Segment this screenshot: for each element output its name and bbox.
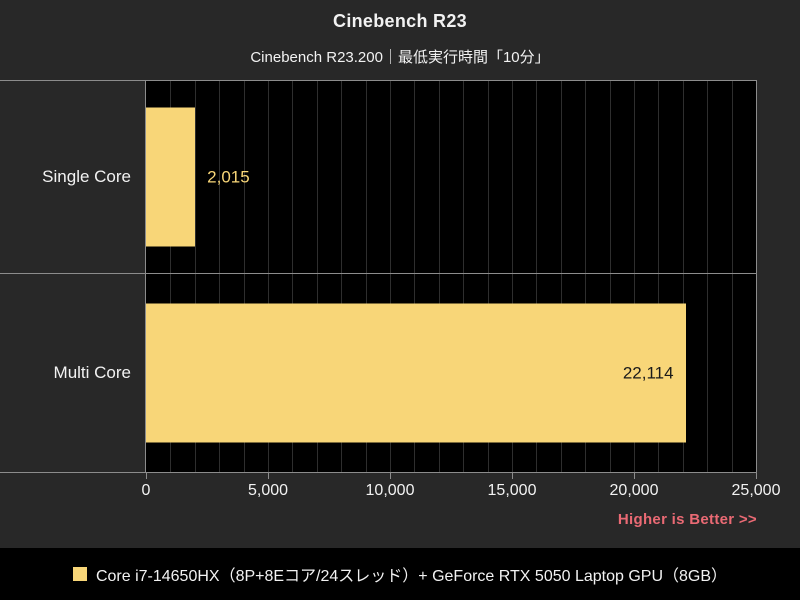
chart-subtitle: Cinebench R23.200｜最低実行時間「10分」	[250, 49, 550, 66]
higher-is-better-note: Higher is Better >>	[617, 511, 757, 528]
gridline	[219, 81, 221, 472]
x-axis-labels: 0 5,000 10,000 15,000 20,000 25,000	[142, 482, 781, 504]
chart-title: Cinebench R23	[333, 11, 467, 31]
gridline	[438, 81, 440, 472]
plot-left-border	[145, 81, 146, 472]
gridline	[316, 81, 318, 472]
gridline	[731, 81, 733, 472]
x-axis-tick	[390, 473, 391, 479]
x-tick-label: 15,000	[487, 482, 537, 499]
gridline	[512, 81, 513, 472]
legend-swatch	[72, 567, 87, 581]
x-tick-label: 20,000	[609, 482, 659, 499]
gridline	[292, 81, 294, 472]
x-tick-label: 5,000	[247, 482, 289, 499]
gridline	[390, 81, 391, 472]
gridline	[536, 81, 538, 472]
gridline	[414, 81, 416, 472]
x-axis-tick	[634, 473, 635, 479]
x-axis-tick	[268, 473, 269, 479]
gridline	[658, 81, 660, 472]
bar-row-multi-core: 22,114	[146, 274, 756, 472]
bar-multi-core: 22,114	[146, 303, 686, 443]
gridline	[487, 81, 489, 472]
bar-value-multi-core: 22,114	[622, 363, 674, 382]
x-tick-label: 25,000	[731, 482, 781, 499]
legend: Core i7-14650HX（8P+8Eコア/24スレッド）+ GeForce…	[0, 548, 800, 600]
gridline	[268, 81, 269, 472]
x-tick-label: 0	[141, 482, 151, 499]
category-label-single-core: Single Core	[42, 167, 131, 186]
gridline	[609, 81, 611, 472]
gridline	[243, 81, 245, 472]
gridline	[170, 81, 172, 472]
bar-single-core: 2,015	[146, 107, 250, 247]
bar-row-single-core: 2,015	[146, 81, 756, 273]
gridline	[341, 81, 343, 472]
plot-right-border	[756, 81, 757, 472]
gridline	[463, 81, 465, 472]
gridline	[707, 81, 709, 472]
category-label-multi-core: Multi Core	[53, 363, 131, 382]
gridline	[634, 81, 635, 472]
gridline	[682, 81, 684, 472]
gridline	[585, 81, 587, 472]
gridline	[194, 81, 196, 472]
gridline	[365, 81, 367, 472]
gridline	[560, 81, 562, 472]
legend-label: Core i7-14650HX（8P+8Eコア/24スレッド）+ GeForce…	[95, 568, 728, 585]
x-tick-label: 10,000	[365, 482, 415, 499]
x-axis-tick	[512, 473, 513, 479]
bar-value-single-core: 2,015	[207, 167, 250, 186]
bar-chart: Single Core Multi Core 2,015 22,114	[0, 80, 757, 479]
x-axis-tick	[756, 473, 757, 479]
row-divider	[0, 273, 757, 274]
x-axis-tick	[146, 473, 147, 479]
